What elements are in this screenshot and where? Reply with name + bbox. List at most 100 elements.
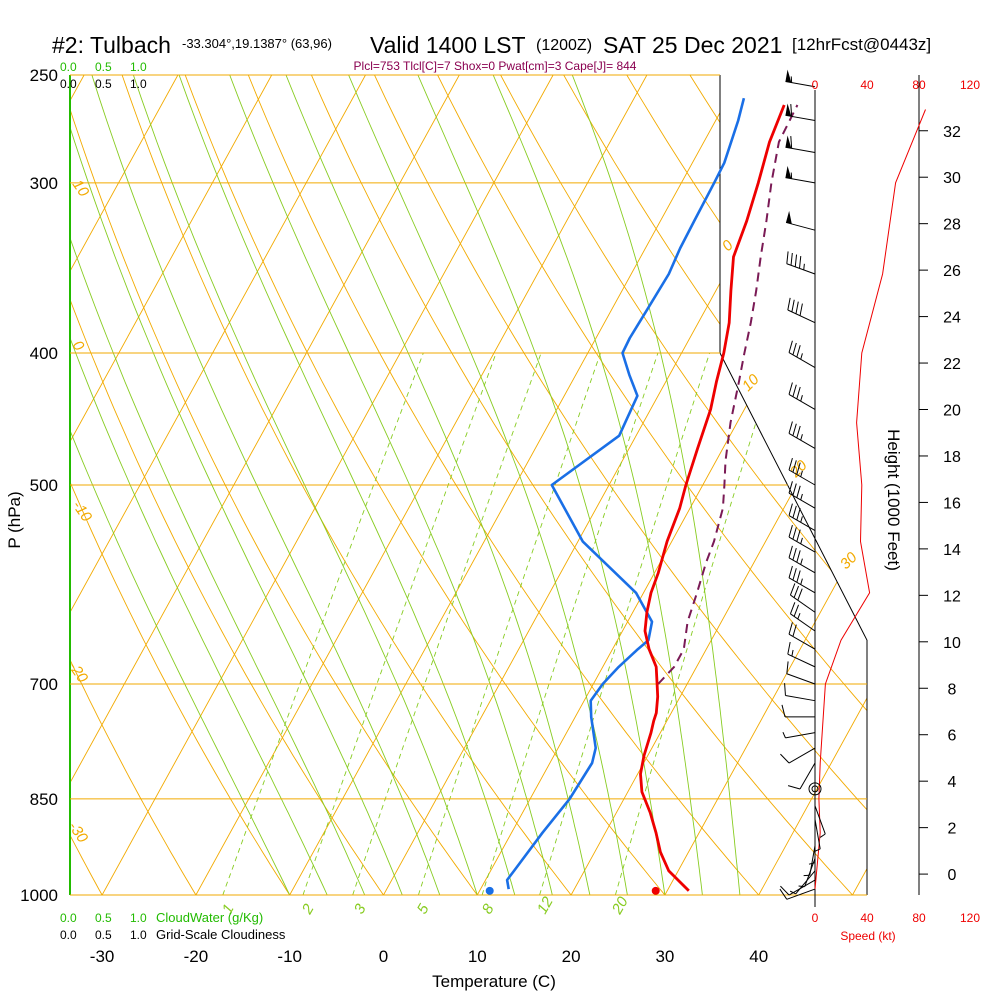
dry-adiabat-line	[942, 75, 1000, 895]
barb-half	[800, 493, 803, 501]
barb-full	[788, 545, 793, 558]
cloudiness-label: Grid-Scale Cloudiness	[156, 927, 286, 942]
pressure-tick-label: 850	[30, 790, 58, 809]
wind-barb	[788, 503, 816, 531]
barb-full	[788, 340, 793, 353]
height-tick-label: 30	[943, 170, 961, 187]
wind-barb	[788, 382, 816, 410]
barb-full	[796, 550, 801, 563]
mixing-ratio-label: 3	[351, 901, 370, 917]
barb-full	[789, 602, 796, 614]
dry-adiabat-line	[815, 75, 867, 895]
wind-barb	[788, 525, 816, 553]
barb-full	[796, 485, 801, 498]
barb-staff	[787, 653, 816, 668]
parcel-line	[657, 104, 799, 685]
height-tick-label: 4	[948, 774, 957, 791]
barb-full	[794, 254, 798, 267]
pressure-tick-label: 400	[30, 344, 58, 363]
mixing-ratio-line	[481, 352, 659, 895]
barb-full	[788, 481, 793, 494]
height-tick-label: 10	[943, 635, 961, 652]
barb-full	[788, 565, 793, 578]
barb-full	[792, 527, 797, 540]
dry-adiabat-label: 0	[69, 338, 88, 355]
wind-barb	[788, 565, 816, 594]
barb-staff	[785, 221, 816, 231]
plot-frame	[719, 75, 868, 895]
cloudwater-scale-top: 0.0 0.5 1.0 0.0 0.5 1.0	[60, 60, 147, 91]
isotherm-line	[758, 75, 867, 895]
moist-adiabat-line	[132, 75, 478, 895]
y-axis-title: P (hPa)	[5, 491, 24, 548]
barb-staff	[795, 870, 816, 895]
dry-adiabat-label: 10	[69, 177, 93, 201]
barb-full	[792, 483, 797, 496]
isotherm-line	[70, 75, 179, 895]
barb-full	[788, 457, 793, 471]
height-tick-label: 18	[943, 449, 961, 466]
pressure-tick-label: 500	[30, 476, 58, 495]
dry-adiabat-line	[184, 75, 666, 895]
cloudiness-top-2: 1.0	[130, 77, 147, 91]
calm-wind-marker	[808, 782, 822, 796]
barb-staff	[785, 732, 816, 739]
station-coords: -33.304°,19.1387° (63,96)	[182, 36, 332, 51]
barb-full	[796, 386, 801, 400]
barb-staff	[785, 177, 816, 184]
barb-full	[788, 622, 793, 635]
barb-staff	[788, 557, 816, 574]
barb-staff	[790, 594, 816, 613]
barb-half	[800, 537, 803, 544]
dry-adiabat-line	[121, 75, 572, 895]
barb-full	[797, 588, 803, 601]
barb-full	[792, 460, 797, 473]
cloudwater-bottom-1: 0.5	[95, 911, 112, 925]
height-tick-label: 24	[943, 310, 961, 327]
barb-flag	[785, 103, 792, 117]
dry-adiabat-label: -10	[69, 498, 96, 526]
moist-adiabat-line	[70, 75, 403, 895]
temperature-tick-label: 20	[562, 947, 581, 966]
barb-full	[779, 888, 788, 900]
temperature-tick-label: 10	[468, 947, 487, 966]
barb-full	[796, 345, 801, 358]
moist-adiabat-line	[70, 75, 328, 895]
height-tick-label: 26	[943, 263, 961, 280]
cloudwater-bottom-2: 1.0	[130, 911, 147, 925]
moist-adiabat-line	[285, 75, 591, 895]
dry-adiabat-line	[310, 75, 853, 895]
wind-barb	[785, 103, 816, 122]
barb-full	[781, 704, 786, 718]
barb-full	[792, 423, 797, 436]
height-tick-label: 2	[948, 821, 957, 838]
height-tick-label: 32	[943, 124, 961, 141]
barb-flag	[785, 135, 792, 149]
cloudiness-top-1: 0.5	[95, 77, 112, 91]
barb-full	[784, 683, 786, 696]
barb-full	[792, 568, 797, 581]
surface-dewpoint-dot	[485, 886, 494, 895]
cloudwater-top-0: 0.0	[60, 60, 77, 74]
pressure-tick-label: 1000	[20, 886, 58, 905]
barb-staff	[788, 352, 816, 369]
wind-barb	[787, 762, 816, 790]
barb-flag	[785, 165, 792, 179]
height-tick-label: 28	[943, 217, 961, 234]
pressure-tick-label: 300	[30, 174, 58, 193]
barb-full	[793, 604, 800, 617]
barb-full	[792, 342, 797, 356]
wind-barb	[779, 888, 816, 900]
speed-label: Speed (kt)	[840, 929, 895, 943]
barb-staff	[786, 263, 816, 275]
barb-half	[800, 470, 803, 477]
zulu-time: (1200Z)	[536, 37, 592, 54]
moist-adiabat-line	[70, 75, 366, 895]
temperature-tick-label: -30	[90, 947, 115, 966]
barb-full	[787, 641, 791, 655]
barb-full	[788, 525, 793, 538]
barb-staff	[785, 694, 816, 702]
cloudiness-bottom-2: 1.0	[130, 928, 147, 942]
barb-full	[791, 299, 795, 312]
